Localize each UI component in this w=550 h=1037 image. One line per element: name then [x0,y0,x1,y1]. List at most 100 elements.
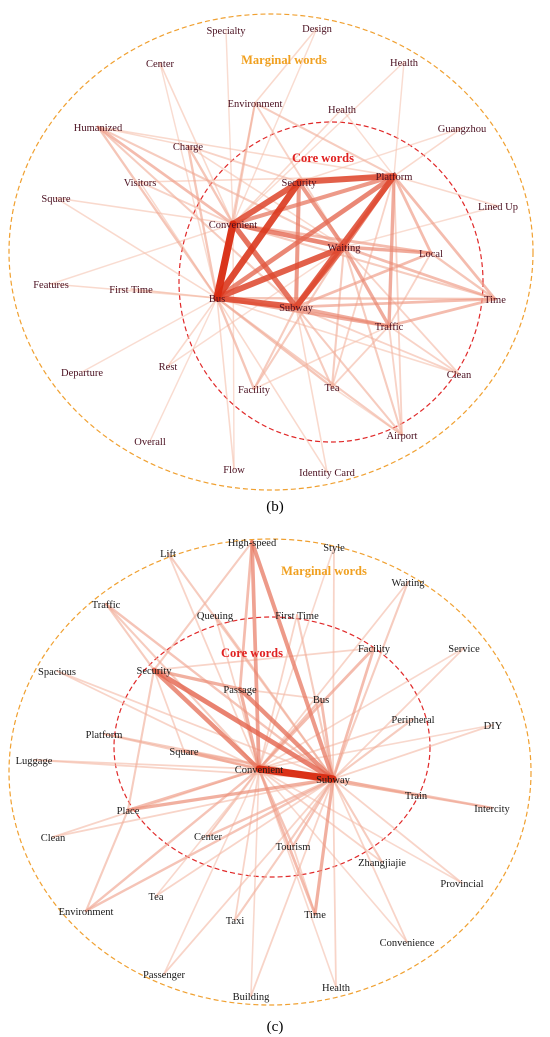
edge-traffic-subway [104,602,335,781]
edge-waiting-subway [331,580,410,781]
edge-bus-flow [216,297,235,470]
edge-bus-first_time [130,288,218,299]
core-ring-outline [178,121,484,443]
word-square: Square [169,747,198,758]
edge-intercity-subway [331,777,494,810]
edge-bus-platform [214,173,397,301]
marginal-words-title: Marginal words [281,564,367,578]
edge-tourism-subway [291,777,335,848]
word-clean: Clean [447,370,472,381]
edge-subway-identity_card [295,306,328,473]
edge-platform-guangzhou [393,127,463,177]
word-platform: Platform [376,172,413,183]
edge-humanized-convenient [96,125,235,226]
word-subway: Subway [279,303,314,314]
word-health: Health [328,105,357,116]
word-tourism: Tourism [276,842,311,853]
marginal-words-title: Marginal words [241,53,327,67]
edge-waiting-local [342,245,433,255]
edge-zhangjiajie-subway [331,777,384,864]
marginal-ring-outline [8,538,532,1006]
edge-bus-subway [214,295,299,310]
edge-taxi-subway [233,777,335,922]
edge-convenient-subway [230,221,299,310]
core-words-title: Core words [221,646,283,660]
word-passenger: Passenger [143,970,185,981]
edge-waiting-traffic [342,245,391,328]
edge-traffic-clean [388,325,460,375]
edge-bus-departure [81,297,218,373]
marginal-ring-outline [8,13,534,491]
edge-convenient-specialty [225,29,234,225]
word-time: Time [304,910,326,921]
edge-waiting-airport [342,245,404,437]
edge-convenient-health2 [232,108,343,225]
word-high-speed: High-speed [228,538,277,549]
word-visitors: Visitors [124,178,157,189]
word-lined-up: Lined Up [478,202,518,213]
edge-security-platform [296,173,397,185]
word-platform: Platform [86,730,123,741]
word-bus: Bus [209,294,225,305]
word-flow: Flow [223,465,245,476]
panel-caption: (c) [267,1019,284,1035]
edge-local-traffic [388,252,432,327]
word-facility: Facility [358,644,391,655]
edge-environment-design [254,27,318,104]
word-intercity: Intercity [474,804,510,815]
edge-layer [50,27,499,473]
edge-convenient-subway [255,765,337,783]
word-waiting: Waiting [328,243,362,254]
edge-waiting-lined_up [343,205,499,248]
word-subway: Subway [316,775,351,786]
edge-high_speed-security [152,540,254,672]
word-security: Security [137,666,173,677]
edge-passenger-convenient [163,768,260,975]
edge-health-subway [332,778,337,988]
edge-platform-time [392,174,497,301]
edge-first_time-convenient [258,614,298,770]
edge-diy-subway [332,724,494,780]
edge-platform-health2 [341,108,395,177]
edge-bus-facility [215,296,256,391]
edge-security-passage [152,668,242,691]
edge-security-convenient [151,667,262,772]
edge-environment-convenient [231,101,257,226]
edge-traffic-time [387,297,497,328]
edge-provincial-subway [332,778,463,884]
edge-service-subway [332,647,465,780]
word-rest: Rest [159,362,178,373]
edge-layer [33,539,494,997]
edge-security-waiting [296,179,347,250]
edge-convenient-visitors [139,181,234,225]
word-passage: Passage [223,685,257,696]
panel-b-network: Marginal words Core words Specialty Desi… [8,13,534,515]
edge-square-convenient [182,749,261,771]
word-luggage: Luggage [16,756,53,767]
edge-security-guangzhou [298,127,463,183]
edge-taxi-convenient [234,768,260,921]
word-first-time: First Time [275,611,319,622]
edge-facility-subway [331,646,376,781]
edge-humanized-bus [96,125,219,300]
edge-zhangjiajie-convenient [258,768,383,863]
edge-platform-lined_up [393,175,499,207]
edge-passenger-subway [163,778,334,975]
word-traffic: Traffic [92,600,121,611]
word-specialty: Specialty [206,26,246,37]
edge-waiting-clean [343,246,460,375]
edge-lift-convenient [167,552,260,770]
edge-tea-traffic [331,325,390,388]
edge-bus-time [215,296,497,301]
word-features: Features [33,280,69,291]
edge-convenient-health1 [232,61,405,225]
edge-spacious-convenient [56,670,260,770]
edge-security-square [153,669,185,752]
word-tea: Tea [324,383,339,394]
edge-convenience-subway [332,778,408,943]
word-health: Health [390,58,419,69]
edge-convenient-flow [232,223,235,470]
word-lift: Lift [160,549,176,560]
word-departure: Departure [61,368,103,379]
edge-bus-clean [216,297,460,375]
